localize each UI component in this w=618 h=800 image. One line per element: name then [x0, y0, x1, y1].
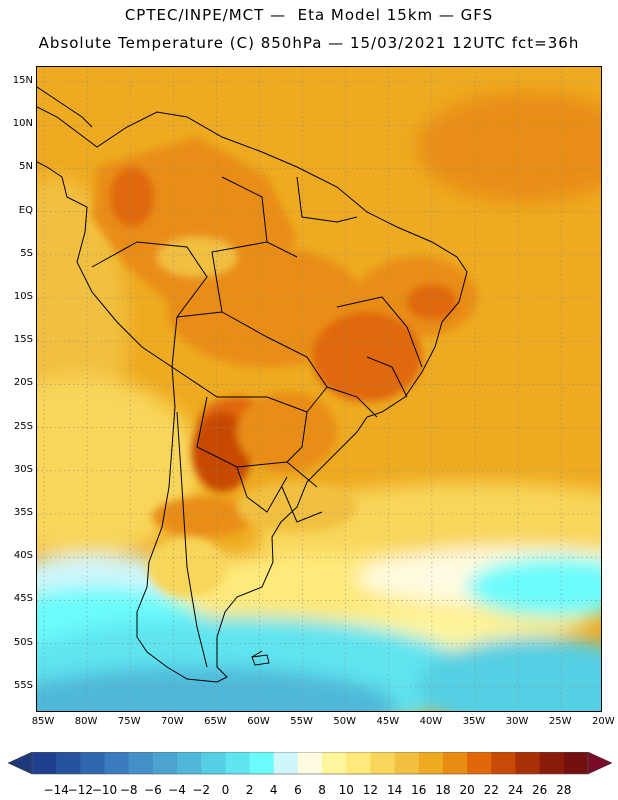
- colorbar-swatch: [418, 752, 444, 774]
- colorbar-tick-label: 16: [411, 783, 427, 797]
- colorbar-swatch: [539, 752, 565, 774]
- lon-tick-label: 70W: [160, 716, 184, 727]
- colorbar-tick-label: −8: [119, 783, 138, 797]
- colorbar-low-arrow: [7, 752, 33, 775]
- colorbar-swatch: [273, 752, 299, 774]
- colorbar-high-arrow: [587, 752, 613, 775]
- lat-tick-label: 40S: [13, 550, 33, 562]
- colorbar-swatch: [128, 752, 154, 774]
- colorbar-swatch: [322, 752, 347, 774]
- colorbar-swatch: [177, 752, 202, 774]
- colorbar-swatch: [442, 752, 468, 774]
- colorbar-tick-label: −6: [144, 783, 162, 797]
- colorbar-swatch: [152, 752, 178, 774]
- colorbar-swatch: [515, 752, 541, 774]
- colorbar-swatch: [297, 752, 323, 774]
- lon-tick-label: 45W: [376, 716, 400, 727]
- colorbar-swatch: [491, 752, 516, 774]
- lon-tick-label: 20W: [591, 716, 615, 727]
- colorbar-swatch: [201, 752, 226, 774]
- lat-tick-label: 10N: [12, 118, 33, 130]
- colorbar-tick-label: −10: [91, 783, 118, 797]
- colorbar-tick-label: −14: [43, 783, 69, 797]
- coastlines-and-borders: [37, 86, 468, 683]
- lon-tick-label: 25W: [548, 716, 572, 727]
- colorbar-tick-label: 22: [483, 783, 499, 797]
- colorbar-tick-label: 18: [435, 783, 451, 797]
- colorbar-outline: [31, 752, 589, 775]
- lon-tick-label: 55W: [290, 716, 313, 727]
- colorbar-swatch: [225, 752, 251, 774]
- lat-tick-label: 45S: [13, 593, 33, 605]
- lon-tick-label: 75W: [117, 716, 141, 727]
- colorbar-swatch: [32, 752, 57, 774]
- chart-title-line-2: Absolute Temperature (C) 850hPa — 15/03/…: [38, 34, 580, 52]
- chart-title-line-1: CPTEC/INPE/MCT — Eta Model 15km — GFS: [124, 6, 494, 24]
- colorbar-tick-label: 8: [318, 783, 326, 797]
- temperature-map: [37, 67, 601, 711]
- lat-tick-label: 10S: [13, 291, 33, 302]
- lon-tick-label: 50W: [333, 716, 356, 727]
- colorbar-swatch: [56, 752, 81, 774]
- colorbar-tick-label: 0: [221, 783, 230, 797]
- lon-tick-label: 40W: [419, 716, 443, 727]
- lat-tick-label: 15N: [12, 75, 33, 86]
- lat-tick-label: 15S: [13, 334, 33, 346]
- colorbar-swatch: [346, 752, 371, 774]
- lon-tick-label: 80W: [74, 716, 98, 727]
- lat-tick-label: 30S: [13, 463, 33, 475]
- colorbar-tick-label: 2: [245, 783, 254, 797]
- colorbar-swatch: [80, 752, 106, 774]
- lat-tick-label: 20S: [13, 377, 33, 389]
- colorbar-swatch: [104, 752, 130, 774]
- colorbar-tick-label: 10: [338, 783, 354, 797]
- colorbar-tick-label: 12: [362, 783, 379, 797]
- colorbar-swatch: [563, 752, 589, 774]
- colorbar: [7, 752, 613, 775]
- colorbar-tick-label: −2: [192, 783, 211, 797]
- lon-tick-label: 35W: [462, 716, 486, 727]
- lat-tick-label: 55S: [13, 679, 33, 691]
- colorbar-tick-label: 24: [507, 783, 524, 797]
- map-panel: [36, 66, 602, 712]
- lon-tick-label: 65W: [204, 716, 227, 727]
- lon-tick-label: 85W: [31, 716, 55, 727]
- colorbar-swatch: [394, 752, 420, 774]
- colorbar-tick-label: 26: [532, 783, 548, 797]
- colorbar-tick-label: −12: [67, 783, 94, 797]
- lat-tick-label: 35S: [13, 507, 33, 518]
- colorbar-tick-label: 4: [269, 783, 278, 797]
- colorbar-tick-label: −4: [168, 783, 186, 797]
- lat-tick-label: 50S: [13, 636, 33, 648]
- colorbar-tick-label: 14: [386, 783, 403, 797]
- colorbar-tick-label: 20: [459, 783, 475, 797]
- lat-tick-label: 5S: [20, 247, 33, 259]
- lat-tick-label: EQ: [18, 204, 33, 216]
- colorbar-tick-label: 28: [556, 783, 572, 797]
- lon-tick-label: 30W: [505, 716, 529, 727]
- lon-tick-label: 60W: [247, 716, 270, 727]
- temperature-field: [37, 67, 601, 711]
- lat-tick-label: 5N: [19, 161, 33, 173]
- colorbar-swatch: [467, 752, 492, 774]
- colorbar-swatch: [249, 752, 275, 774]
- colorbar-tick-label: 6: [294, 783, 302, 797]
- colorbar-swatch: [370, 752, 396, 774]
- lat-tick-label: 25S: [13, 420, 33, 432]
